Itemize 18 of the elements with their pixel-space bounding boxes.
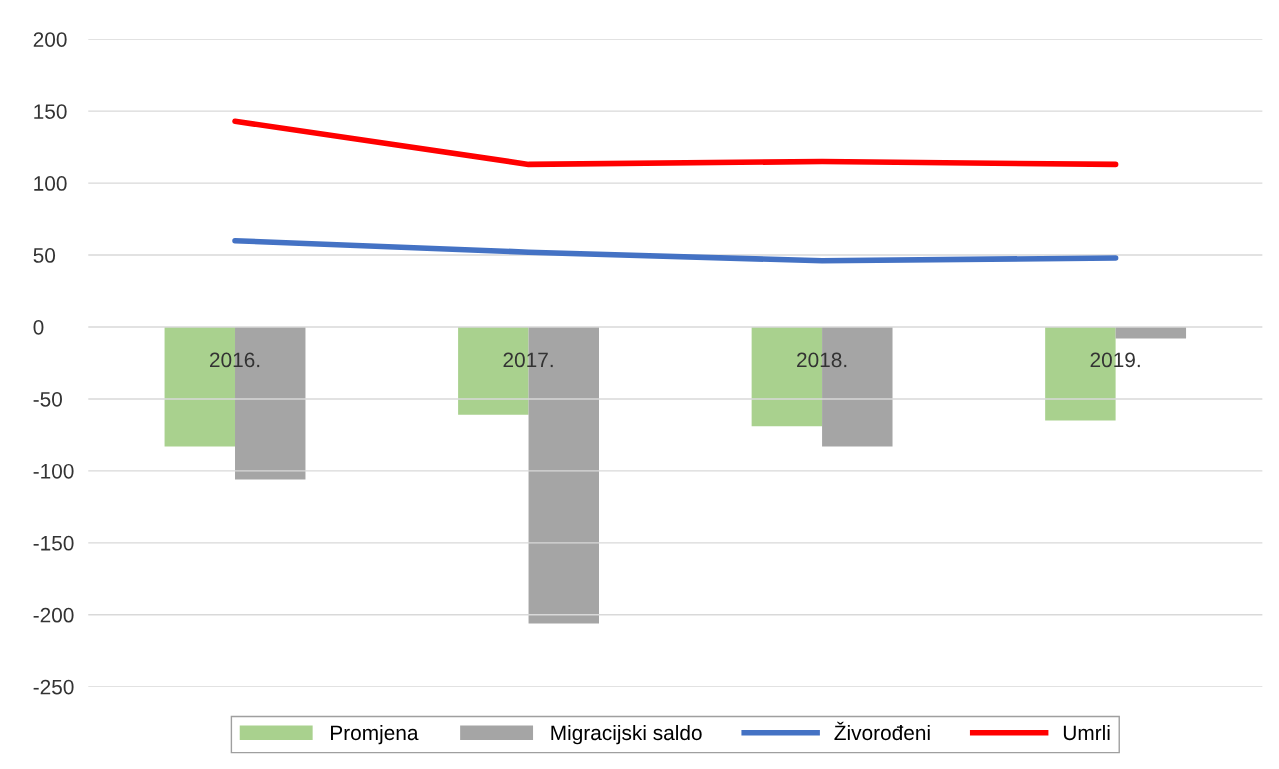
legend-label: Umrli [1063, 724, 1110, 741]
x-tick-label: 2018. [797, 352, 847, 368]
y-tick-label: 150 [34, 104, 67, 119]
y-tick-label: 0 [33, 320, 44, 335]
y-tick-label: -200 [33, 607, 74, 623]
x-tick-label: 2019. [1090, 352, 1140, 368]
x-tick-label: 2017. [503, 352, 553, 368]
y-tick-label: -250 [33, 679, 74, 695]
legend-label: Promjena [331, 724, 419, 745]
legend-label: Migracijski saldo [551, 724, 702, 745]
x-tick-label: 2016. [210, 352, 260, 368]
legend-label: Živorođeni [834, 721, 930, 741]
y-tick-label: -100 [33, 463, 74, 479]
y-tick-label: -150 [33, 535, 74, 551]
y-tick-label: 100 [34, 176, 67, 191]
y-tick-label: -50 [33, 391, 62, 407]
y-tick-label: 200 [33, 32, 67, 47]
y-tick-label: 50 [33, 248, 56, 263]
